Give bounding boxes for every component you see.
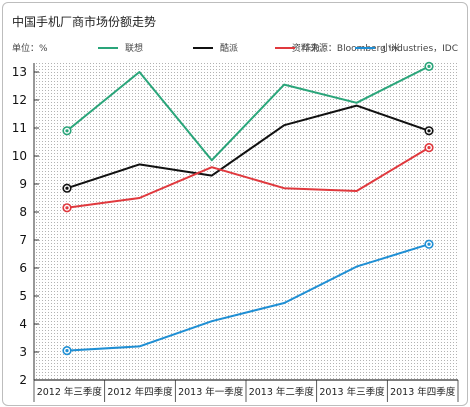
series-end-marker-dot: [65, 186, 69, 190]
x-axis: 2012 年三季度 2012 年四季度 2013 年一季度 2013 年二季度 2013…: [33, 379, 459, 402]
legend-label: 联想: [125, 42, 143, 54]
y-tick-label: 4: [19, 317, 27, 331]
y-tick-label: 10: [12, 149, 27, 163]
series-end-marker-dot: [427, 242, 431, 246]
y-tick-label: 13: [12, 65, 27, 79]
series-end-marker-dot: [65, 129, 69, 133]
x-tick-label: 2013 年三季度: [319, 386, 385, 398]
y-tick-label: 3: [19, 345, 27, 359]
legend-label: 酷派: [220, 42, 238, 54]
y-tick-label: 8: [19, 205, 27, 219]
y-tick-label: 6: [19, 261, 27, 275]
series-line: [66, 104, 430, 190]
unit-label: 单位：%: [12, 42, 48, 54]
series-end-marker-dot: [65, 349, 69, 353]
y-tick-label: 12: [12, 93, 27, 107]
x-tick-label: 2013 年一季度: [178, 386, 244, 398]
legend-label: 小米: [382, 42, 400, 54]
series-end-marker-dot: [427, 146, 431, 150]
x-tick-label: 2013 年四季度: [390, 386, 456, 398]
legend-label: 华为: [302, 42, 320, 54]
series-end-marker-dot: [65, 206, 69, 210]
series-line: [66, 65, 430, 162]
x-tick-label: 2012 年三季度: [37, 386, 103, 398]
y-tick-label: 9: [19, 177, 27, 191]
x-tick-label: 2013 年二季度: [249, 386, 315, 398]
series-line: [66, 243, 430, 352]
legend: 联想 酷派 华为 小米: [98, 42, 400, 54]
x-tick-label: 2012 年四季度: [107, 386, 173, 398]
series-line: [66, 146, 430, 209]
y-tick-label: 2: [19, 373, 27, 387]
plot-area: [34, 63, 458, 380]
y-tick-label: 7: [19, 233, 27, 247]
y-axis: 2 3 4 5 6 7 8 9 10 11 12 13: [12, 63, 39, 387]
series-end-marker-dot: [427, 129, 431, 133]
series-group: [62, 61, 434, 356]
y-tick-label: 11: [12, 121, 27, 135]
chart-title: 中国手机厂商市场份额走势: [12, 14, 156, 29]
y-tick-label: 5: [19, 289, 27, 303]
series-end-marker-dot: [427, 64, 431, 68]
